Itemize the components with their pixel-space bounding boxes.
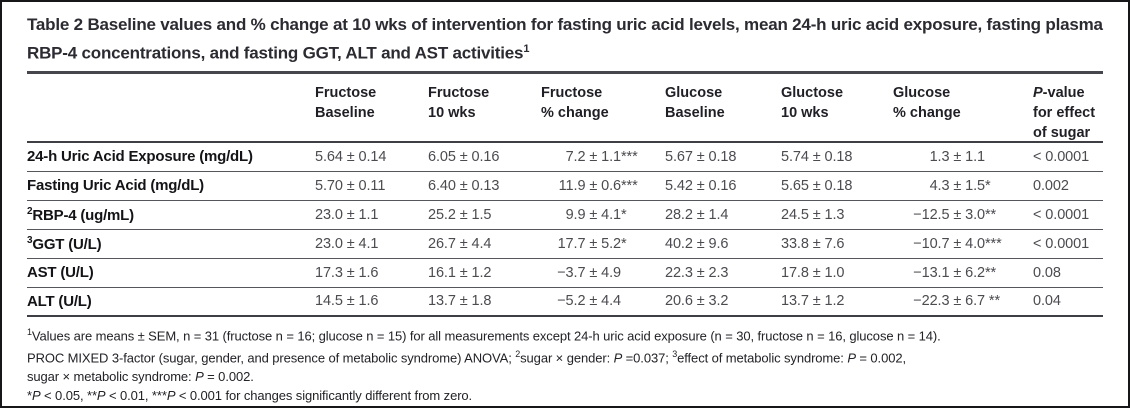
header-p-value: P-value for effect of sugar [1033,84,1096,141]
cell-fructose-10wks: 13.7 ± 1.8 [428,293,492,310]
cell-p-value: < 0.0001 [1033,235,1090,252]
cell-fructose-pct-change: −5.2 ± 4.4 [557,293,621,310]
table-row: 24-h Uric Acid Exposure (mg/dL) 5.64 ± 0… [27,143,1103,172]
row-label: 3GGT (U/L) [27,234,102,253]
significance-stars: ** [985,264,997,281]
header-glucose-pct-change: Glucose % change [893,84,961,121]
footnote-interaction: sugar × metabolic syndrome: P = 0.002. [27,369,254,385]
column-header-row: Fructose Baseline Fructose 10 wks Fructo… [27,74,1103,143]
significance-stars: ** [985,206,997,223]
cell-fructose-10wks: 6.05 ± 0.16 [428,148,500,165]
cell-glucose-10wks: 5.65 ± 0.18 [781,177,853,194]
footnote-significance-key: *P < 0.05, **P < 0.01, ***P < 0.001 for … [27,388,473,404]
significance-stars: * [621,235,627,252]
cell-glucose-baseline: 5.67 ± 0.18 [665,148,737,165]
cell-fructose-baseline: 14.5 ± 1.6 [315,293,379,310]
cell-glucose-10wks: 24.5 ± 1.3 [781,206,845,223]
significance-stars: *** [985,235,1002,252]
cell-glucose-pct-change: 1.3 ± 1.1 [929,148,986,165]
table-row: ALT (U/L) 14.5 ± 1.6 13.7 ± 1.8 −5.2 ± 4… [27,288,1103,317]
cell-fructose-pct-change: −3.7 ± 4.9 [557,264,621,281]
cell-fructose-baseline: 23.0 ± 1.1 [315,206,379,223]
table-row: Fasting Uric Acid (mg/dL) 5.70 ± 0.11 6.… [27,172,1103,201]
cell-p-value: < 0.0001 [1033,148,1090,165]
cell-glucose-baseline: 20.6 ± 3.2 [665,293,729,310]
cell-glucose-10wks: 5.74 ± 0.18 [781,148,853,165]
row-label: 24-h Uric Acid Exposure (mg/dL) [27,148,253,166]
header-glucose-baseline: Glucose Baseline [665,84,725,121]
table-title: Table 2 Baseline values and % change at … [27,15,1103,63]
significance-stars: *** [621,177,638,194]
cell-glucose-baseline: 40.2 ± 9.6 [665,235,729,252]
cell-fructose-10wks: 16.1 ± 1.2 [428,264,492,281]
cell-p-value: 0.002 [1033,177,1069,194]
row-label: Fasting Uric Acid (mg/dL) [27,177,204,195]
cell-glucose-baseline: 5.42 ± 0.16 [665,177,737,194]
cell-fructose-baseline: 17.3 ± 1.6 [315,264,379,281]
cell-glucose-pct-change: −22.3 ± 6.7 ** [893,293,1033,309]
table-row: 3GGT (U/L) 23.0 ± 4.1 26.7 ± 4.4 17.7 ± … [27,230,1103,259]
cell-glucose-pct-change: 4.3 ± 1.5* [893,178,1033,194]
footnote-values-definition: 1Values are means ± SEM, n = 31 (fructos… [27,326,941,343]
table-footnotes: 1Values are means ± SEM, n = 31 (fructos… [27,317,1103,406]
significance-stars: *** [621,148,638,165]
cell-fructose-baseline: 23.0 ± 4.1 [315,235,379,252]
footnote-anova-model: PROC MIXED 3-factor (sugar, gender, and … [27,348,906,366]
cell-glucose-baseline: 28.2 ± 1.4 [665,206,729,223]
cell-glucose-10wks: 13.7 ± 1.2 [781,293,845,310]
row-label: 2RBP-4 (ug/mL) [27,205,134,224]
table-row: 2RBP-4 (ug/mL) 23.0 ± 1.1 25.2 ± 1.5 9.9… [27,201,1103,230]
cell-glucose-10wks: 33.8 ± 7.6 [781,235,845,252]
significance-stars: * [985,177,991,194]
row-label: AST (U/L) [27,264,94,282]
cell-fructose-pct-change: 9.9 ± 4.1* [541,207,665,223]
cell-glucose-10wks: 17.8 ± 1.0 [781,264,845,281]
table-row: AST (U/L) 17.3 ± 1.6 16.1 ± 1.2 −3.7 ± 4… [27,259,1103,288]
significance-stars: * [621,206,627,223]
cell-fructose-pct-change: 17.7 ± 5.2* [541,236,665,252]
cell-fructose-10wks: 25.2 ± 1.5 [428,206,492,223]
cell-fructose-pct-change: 7.2 ± 1.1*** [541,149,665,165]
header-fructose-10wks: Fructose 10 wks [428,84,490,121]
cell-fructose-pct-change: 11.9 ± 0.6*** [541,178,665,194]
cell-glucose-pct-change: −10.7 ± 4.0*** [893,236,1033,252]
row-label: ALT (U/L) [27,292,92,310]
header-fructose-baseline: Fructose Baseline [315,84,377,121]
cell-fructose-10wks: 6.40 ± 0.13 [428,177,500,194]
cell-p-value: 0.08 [1033,264,1061,281]
cell-glucose-pct-change: −12.5 ± 3.0** [893,207,1033,223]
cell-glucose-pct-change: −13.1 ± 6.2** [893,265,1033,281]
cell-p-value: 0.04 [1033,293,1061,310]
header-glucose-10wks: Gluctose 10 wks [781,84,844,121]
significance-stars: ** [985,293,1001,310]
cell-p-value: < 0.0001 [1033,206,1090,223]
cell-fructose-baseline: 5.64 ± 0.14 [315,148,387,165]
cell-fructose-10wks: 26.7 ± 4.4 [428,235,492,252]
cell-fructose-baseline: 5.70 ± 0.11 [315,177,386,194]
header-fructose-pct-change: Fructose % change [541,84,609,121]
title-divider [27,70,1103,74]
cell-glucose-baseline: 22.3 ± 2.3 [665,264,729,281]
